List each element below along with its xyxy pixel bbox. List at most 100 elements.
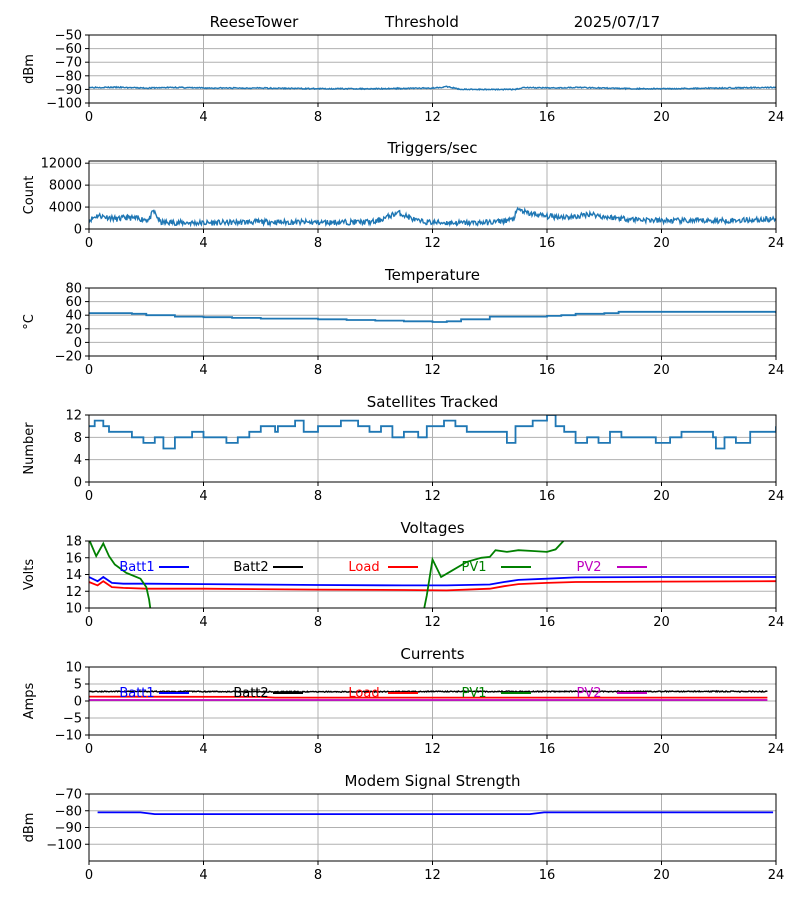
x-tick-label: 16 <box>539 110 556 125</box>
x-tick-label: 16 <box>539 363 556 378</box>
legend-label-pv1: PV1 <box>461 686 486 701</box>
series-line-batt2 <box>89 689 768 694</box>
legend-label-pv1: PV1 <box>461 560 486 575</box>
x-tick-label: 16 <box>539 742 556 757</box>
x-tick-label: 24 <box>768 615 785 630</box>
y-tick-label: 40 <box>65 309 82 324</box>
chart-title: Currents <box>400 645 464 663</box>
x-tick-label: 24 <box>768 110 785 125</box>
y-tick-label: 12 <box>65 585 82 600</box>
x-tick-label: 16 <box>539 868 556 883</box>
series-line <box>89 206 776 228</box>
x-tick-label: 4 <box>199 363 207 378</box>
x-tick-label: 4 <box>199 615 207 630</box>
x-tick-label: 20 <box>653 868 670 883</box>
y-tick-label: 12 <box>65 409 82 424</box>
x-tick-label: 12 <box>424 236 441 251</box>
y-axis-label: Volts <box>22 559 37 591</box>
x-tick-label: 24 <box>768 868 785 883</box>
y-axis-label: °C <box>22 314 37 330</box>
x-tick-label: 20 <box>653 363 670 378</box>
chart-title: Modem Signal Strength <box>345 772 521 790</box>
header-date: 2025/07/17 <box>574 13 660 31</box>
x-tick-label: 12 <box>424 489 441 504</box>
legend-label-load: Load <box>348 686 379 701</box>
series-line <box>97 811 774 815</box>
chart-satellites: 0 4 8 12 16 20 24 0 4 8 12 Satellites Tracked Number <box>22 393 784 504</box>
x-tick-label: 0 <box>85 615 93 630</box>
legend-label-pv2: PV2 <box>576 686 601 701</box>
legend-label-batt1: Batt1 <box>119 686 154 701</box>
x-tick-label: 0 <box>85 236 93 251</box>
x-tick-label: 4 <box>199 489 207 504</box>
y-tick-label: −20 <box>55 350 82 365</box>
y-axis-label: dBm <box>22 813 37 843</box>
chart-title: Voltages <box>400 519 464 537</box>
y-tick-label: 4 <box>74 453 82 468</box>
x-tick-label: 4 <box>199 742 207 757</box>
chart-title: Temperature <box>384 266 480 284</box>
x-tick-label: 12 <box>424 110 441 125</box>
legend-label-batt2: Batt2 <box>233 560 268 575</box>
y-tick-label: 8000 <box>49 179 82 194</box>
legend-label-batt1: Batt1 <box>119 560 154 575</box>
x-tick-label: 16 <box>539 489 556 504</box>
x-tick-label: 0 <box>85 742 93 757</box>
x-tick-label: 4 <box>199 236 207 251</box>
x-tick-label: 8 <box>314 489 322 504</box>
x-tick-label: 8 <box>314 868 322 883</box>
x-tick-label: 8 <box>314 236 322 251</box>
series-line-load <box>89 580 776 592</box>
y-tick-label: 60 <box>65 295 82 310</box>
y-tick-label: −90 <box>55 821 82 836</box>
y-tick-label: −80 <box>55 69 82 84</box>
x-tick-label: 24 <box>768 489 785 504</box>
x-tick-label: 0 <box>85 489 93 504</box>
x-tick-label: 24 <box>768 742 785 757</box>
x-tick-label: 20 <box>653 110 670 125</box>
y-tick-label: −80 <box>55 804 82 819</box>
y-tick-label: 18 <box>65 535 82 550</box>
y-tick-label: 0 <box>74 336 82 351</box>
series-line-load <box>89 695 768 699</box>
y-tick-label: −10 <box>55 729 82 744</box>
y-axis-label: Number <box>22 422 37 475</box>
chart-title: Satellites Tracked <box>367 393 498 411</box>
series-line-pv1 <box>423 541 565 608</box>
x-tick-label: 8 <box>314 363 322 378</box>
x-tick-label: 24 <box>768 363 785 378</box>
x-tick-label: 24 <box>768 236 785 251</box>
series-line-pv1 <box>89 541 152 608</box>
y-axis-label: Amps <box>22 682 37 719</box>
series-line <box>89 85 776 91</box>
x-tick-label: 8 <box>314 615 322 630</box>
y-tick-label: −50 <box>55 29 82 44</box>
x-tick-label: 12 <box>424 742 441 757</box>
y-tick-label: 8 <box>74 431 82 446</box>
x-tick-label: 16 <box>539 615 556 630</box>
y-tick-label: 5 <box>74 678 82 693</box>
series-line-batt1 <box>89 575 776 587</box>
y-tick-label: −70 <box>55 788 82 803</box>
series-line <box>89 310 776 323</box>
y-tick-label: 10 <box>65 602 82 617</box>
x-tick-label: 8 <box>314 742 322 757</box>
y-tick-label: −90 <box>55 83 82 98</box>
y-tick-label: −60 <box>55 42 82 57</box>
x-tick-label: 0 <box>85 868 93 883</box>
legend-label-batt2: Batt2 <box>233 686 268 701</box>
x-tick-label: 20 <box>653 236 670 251</box>
legend-label-load: Load <box>348 560 379 575</box>
chart-threshold: 0 4 8 12 16 20 24 −100−90−80−70−60−50 dBm <box>22 29 784 126</box>
x-tick-label: 20 <box>653 489 670 504</box>
chart-triggers: 0 4 8 12 16 20 24 0 4000 8000 12000 Triggers/sec Cou… <box>22 139 784 251</box>
y-axis-label: Count <box>22 176 37 215</box>
y-tick-label: 0 <box>74 476 82 491</box>
x-tick-label: 4 <box>199 868 207 883</box>
legend-label-pv2: PV2 <box>576 560 601 575</box>
x-tick-label: 8 <box>314 110 322 125</box>
